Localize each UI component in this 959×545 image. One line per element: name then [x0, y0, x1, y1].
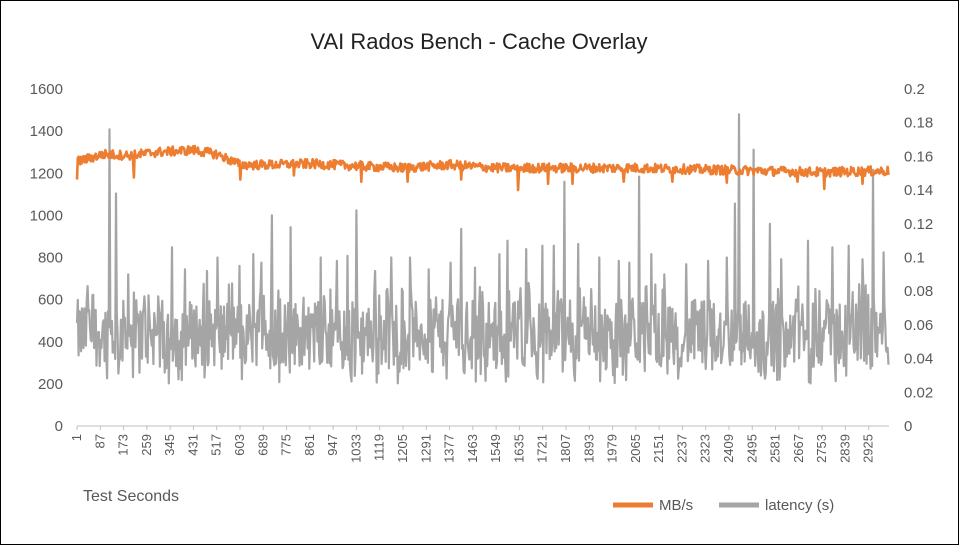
- series-line-mbps: [75, 144, 890, 192]
- y-right-tick-label: 0.02: [904, 384, 933, 401]
- x-tick-label: 431: [185, 434, 200, 456]
- y-left-tick-label: 1200: [30, 165, 63, 182]
- y-left-tick-label: 1400: [30, 123, 63, 140]
- y-right-tick-label: 0.04: [904, 351, 933, 368]
- y-left-tick-label: 0: [55, 418, 63, 435]
- plot-area: [75, 113, 890, 385]
- x-tick-label: 947: [325, 434, 340, 456]
- x-tick-label: 2409: [721, 434, 736, 463]
- x-tick-label: 2667: [791, 434, 806, 463]
- y-left-tick-label: 1000: [30, 207, 63, 224]
- y-right-tick-label: 0.08: [904, 283, 933, 300]
- x-tick-label: 2237: [674, 434, 689, 463]
- chart-title: VAI Rados Bench - Cache Overlay: [310, 29, 647, 54]
- x-axis-label: Test Seconds: [83, 488, 179, 505]
- x-tick-label: 603: [232, 434, 247, 456]
- y-left-tick-label: 800: [38, 250, 63, 267]
- x-tick-label: 689: [255, 434, 270, 456]
- legend-label-latency: latency (s): [765, 497, 834, 514]
- x-tick-label: 2839: [837, 434, 852, 463]
- x-tick-label: 1979: [605, 434, 620, 463]
- y-left-tick-label: 200: [38, 376, 63, 393]
- x-tick-label: 2323: [698, 434, 713, 463]
- x-tick-label: 2495: [744, 434, 759, 463]
- x-tick-label: 1377: [442, 434, 457, 463]
- y-left-tick-label: 400: [38, 334, 63, 351]
- y-right-tick-label: 0.12: [904, 216, 933, 233]
- legend-label-mbps: MB/s: [659, 497, 693, 514]
- y-right-tick-label: 0.1: [904, 250, 925, 267]
- x-tick-label: 2925: [861, 434, 876, 463]
- x-tick-label: 1: [69, 434, 84, 441]
- series-line-latency: [75, 113, 890, 385]
- x-tick-label: 2581: [768, 434, 783, 463]
- y-right-tick-label: 0.2: [904, 81, 925, 98]
- axes: 0 200 400 600 800 1000 1200 1400 1600 0 0.02 0.04 0.…: [30, 81, 934, 463]
- x-tick-label: 1033: [348, 434, 363, 463]
- y-left-tick-label: 1600: [30, 81, 63, 98]
- x-tick-label: 345: [162, 434, 177, 456]
- y-right-tick-label: 0.06: [904, 317, 933, 334]
- y-right-tick-label: 0: [904, 418, 912, 435]
- y-right-tick-label: 0.14: [904, 182, 933, 199]
- x-tick-label: 259: [139, 434, 154, 456]
- x-tick-label: 861: [302, 434, 317, 456]
- x-tick-label: 173: [116, 434, 131, 456]
- x-tick-label: 1463: [465, 434, 480, 463]
- x-tick-label: 1119: [372, 434, 387, 461]
- x-tick-label: 2151: [651, 434, 666, 463]
- x-tick-label: 1807: [558, 434, 573, 463]
- x-tick-label: 1721: [535, 434, 550, 463]
- x-tick-label: 517: [209, 434, 224, 456]
- y-right-tick-label: 0.18: [904, 115, 933, 132]
- y-left-tick-label: 600: [38, 292, 63, 309]
- x-tick-label: 1291: [418, 434, 433, 463]
- y-right-tick-label: 0.16: [904, 148, 933, 165]
- x-tick-label: 87: [92, 434, 107, 448]
- x-tick-label: 1635: [511, 434, 526, 463]
- x-tick-label: 1205: [395, 434, 410, 463]
- x-tick-label: 2753: [814, 434, 829, 463]
- legend: MB/s latency (s): [613, 497, 834, 514]
- x-tick-label: 1893: [581, 434, 596, 463]
- x-tick-label: 775: [279, 434, 294, 456]
- x-tick-label: 2065: [628, 434, 643, 463]
- x-tick-label: 1549: [488, 434, 503, 463]
